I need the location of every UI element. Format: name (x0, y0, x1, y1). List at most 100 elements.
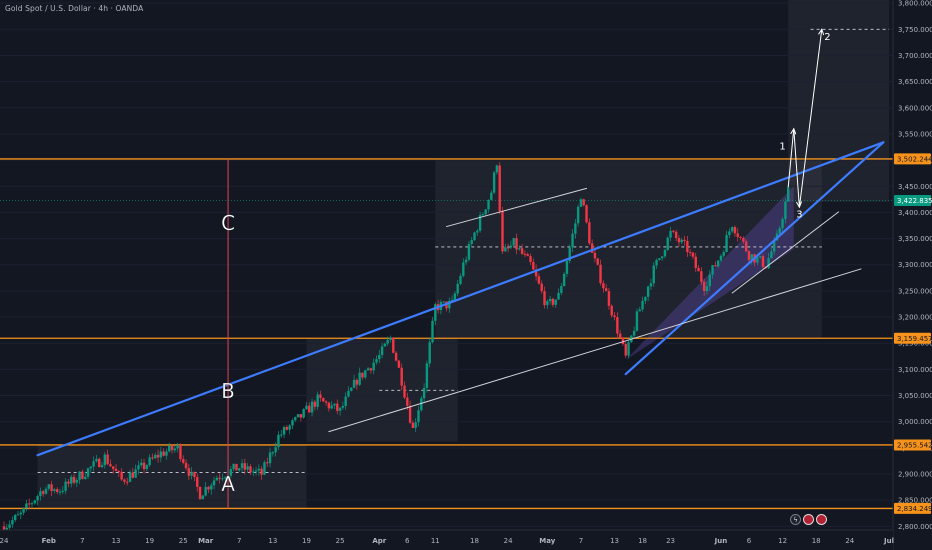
candle-body (193, 471, 196, 478)
projection-label: 3 (796, 210, 802, 221)
us-flag-icon[interactable] (816, 514, 827, 525)
price-tick-label: 3,100.000 (898, 366, 932, 374)
lightning-icon[interactable]: ϟ (790, 514, 801, 525)
level-price-label: 3,159.457 (897, 335, 932, 343)
candle-body (646, 286, 650, 297)
candle-body (470, 240, 473, 244)
candle-body (61, 490, 65, 492)
symbol-header: Gold Spot / U.S. Dollar · 4h · OANDA (5, 4, 144, 13)
candle-body (266, 462, 269, 464)
candle-body (484, 209, 487, 215)
candle-body (145, 465, 149, 470)
time-tick-label: 12 (778, 537, 787, 545)
candle-body (495, 165, 499, 173)
candle-body (772, 240, 776, 252)
candle-body (414, 422, 417, 428)
candle-body (593, 252, 597, 259)
trendline (624, 141, 885, 376)
candle-body (103, 454, 107, 466)
candle-body (36, 496, 39, 501)
candle-body (604, 288, 608, 292)
price-tick-label: 2,800.000 (898, 523, 932, 531)
event-badges[interactable]: ϟ (790, 514, 827, 525)
candle-body (361, 372, 364, 378)
candle-body (249, 466, 252, 473)
candle-body (434, 304, 437, 321)
candle-body (408, 405, 412, 423)
candle-body (109, 464, 112, 467)
candle-body (159, 451, 163, 458)
wave-label: A (221, 472, 235, 496)
trendlines[interactable] (36, 141, 885, 457)
candle-body (616, 317, 619, 334)
candle-body (565, 261, 569, 274)
candle-body (72, 476, 76, 483)
candle-body (660, 256, 664, 259)
level-price-label: 2,834.249 (897, 505, 932, 513)
time-tick-label: 6 (405, 537, 410, 545)
candle-body (551, 298, 555, 305)
candle-body (364, 370, 367, 378)
candle-body (42, 491, 45, 494)
time-tick-label: Feb (42, 537, 56, 545)
candle-body (459, 275, 462, 284)
candle-body (501, 211, 504, 252)
time-tick-label: 23 (666, 537, 675, 545)
candle-body (607, 291, 611, 306)
candle-body (431, 320, 434, 343)
candle-body (355, 379, 359, 385)
time-tick-label: Jun (714, 537, 728, 545)
candle-body (274, 447, 277, 453)
time-tick-label: 13 (610, 537, 619, 545)
candle-body (560, 286, 563, 293)
candle-body (170, 445, 174, 451)
candle-body (47, 484, 51, 489)
candle-body (562, 273, 566, 287)
candle-body (770, 251, 773, 259)
candle-body (448, 300, 451, 309)
time-tick-label: May (539, 537, 555, 545)
candle-body (341, 405, 345, 408)
candle-body (78, 471, 81, 480)
trendline (446, 187, 588, 228)
candle-body (22, 508, 25, 513)
candle-body (728, 231, 731, 236)
level-price-label: 2,955.542 (897, 442, 932, 450)
candle-body (156, 454, 160, 458)
candle-body (44, 488, 48, 494)
candle-body (176, 444, 179, 449)
projection-arrows (787, 28, 825, 209)
candle-body (624, 343, 627, 356)
level-price-tag (894, 502, 931, 514)
candle-body (739, 236, 742, 238)
candle-body (11, 520, 14, 525)
time-axis[interactable]: 24 Feb 7 13 19 25 Mar 7 13 19 25 Apr 6 11 18 24 May 7 13 18… (0, 529, 894, 550)
candle-body (308, 405, 311, 413)
candle-body (585, 205, 588, 223)
price-axis-background (893, 0, 932, 550)
candles (2, 162, 790, 535)
candle-body (134, 469, 137, 478)
candle-body (504, 247, 507, 252)
time-tick-label: 24 (504, 537, 513, 545)
candle-body (16, 514, 20, 516)
time-tick-label: Apr (372, 537, 386, 545)
candle-body (467, 243, 471, 260)
candle-body (53, 489, 56, 491)
candle-body (33, 500, 37, 504)
candle-body (672, 230, 675, 232)
candle-body (492, 172, 496, 193)
price-axis[interactable]: 2,800.0002,850.0002,900.0002,950.0003,00… (892, 0, 932, 550)
candle-body (411, 422, 415, 428)
candle-body (450, 299, 454, 301)
candle-body (756, 257, 759, 263)
trendline (36, 141, 885, 457)
candle-body (686, 240, 689, 253)
candle-body (257, 468, 261, 471)
candle-body (526, 254, 529, 257)
wave-label: B (221, 379, 235, 403)
candle-body (392, 337, 395, 353)
candle-body (89, 466, 93, 469)
us-flag-icon[interactable] (803, 514, 814, 525)
